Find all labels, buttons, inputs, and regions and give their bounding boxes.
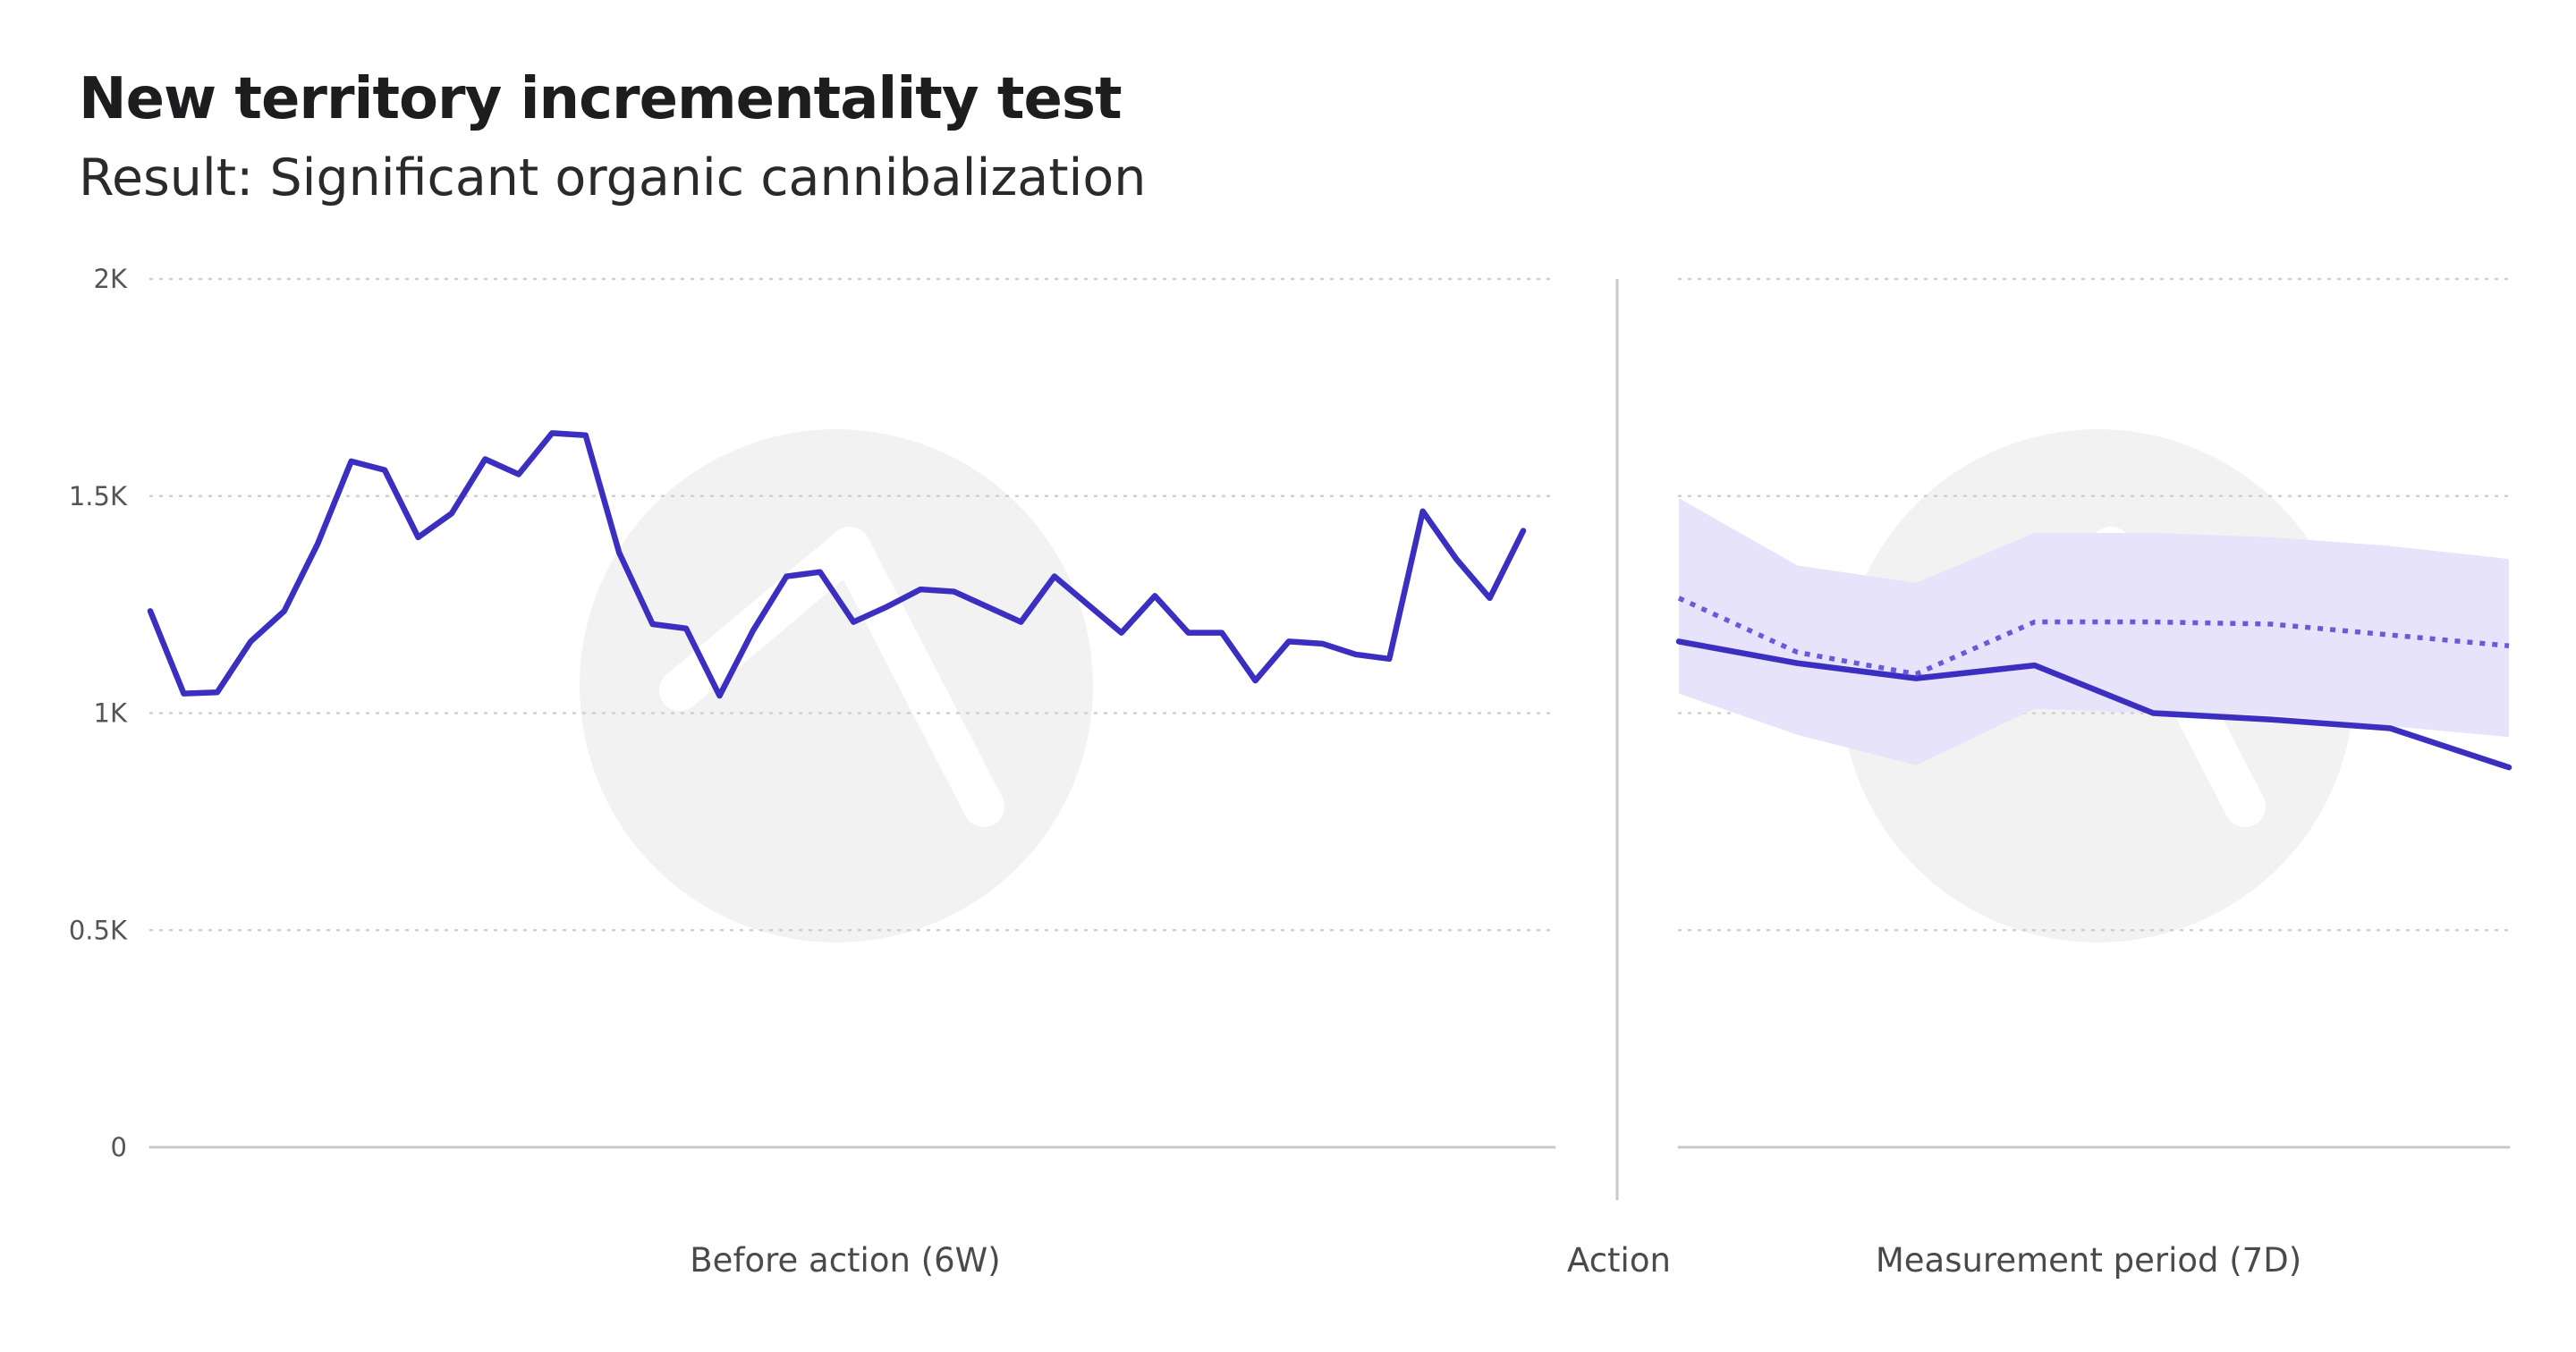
- y-tick-label: 1K: [94, 698, 128, 729]
- label-layer: 0 0.5K 1K 1.5K 2K Before action (6W) Action Mea…: [69, 264, 2301, 1280]
- actual-line: [1675, 638, 2512, 771]
- y-tick-label: 0: [111, 1132, 127, 1162]
- watermark-logo-icon: [580, 429, 1093, 942]
- chart-title: New territory incrementality test: [79, 66, 1123, 132]
- confidence-band: [1679, 498, 2509, 765]
- series-layer: [147, 430, 2512, 771]
- before-action-line: [147, 430, 1527, 699]
- chart-subtitle: Result: Significant organic cannibalizat…: [79, 148, 1147, 207]
- y-tick-label: 0.5K: [69, 915, 128, 945]
- section-label: Before action (6W): [690, 1241, 1000, 1280]
- section-label: Action: [1567, 1241, 1671, 1280]
- y-tick-label: 2K: [94, 264, 128, 294]
- watermark-mark: [659, 527, 1004, 827]
- section-label: Measurement period (7D): [1876, 1241, 2301, 1280]
- grid-layer: [148, 277, 2511, 1200]
- watermark-circle: [580, 429, 1093, 942]
- y-tick-label: 1.5K: [69, 481, 128, 511]
- expected-line: [1677, 596, 2510, 677]
- confidence-band-layer: [1679, 498, 2509, 765]
